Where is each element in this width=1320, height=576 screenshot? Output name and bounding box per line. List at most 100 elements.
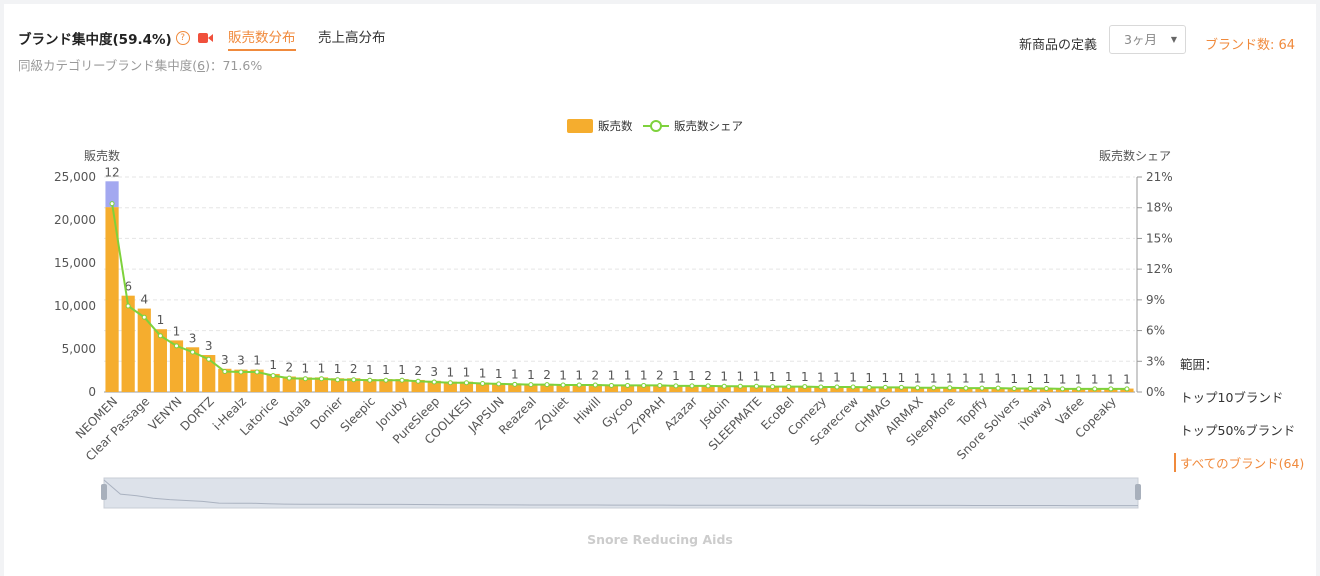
bar[interactable] (717, 385, 731, 392)
bar[interactable] (153, 329, 167, 392)
bar[interactable] (314, 377, 329, 392)
bar[interactable] (379, 379, 393, 392)
range-option-top10[interactable]: トップ10ブランド (1180, 390, 1284, 405)
share-point[interactable] (238, 369, 244, 375)
bar[interactable] (508, 383, 522, 392)
share-point[interactable] (931, 385, 937, 391)
tab-sales-volume[interactable]: 販売数分布 (228, 26, 296, 51)
share-point[interactable] (190, 349, 196, 355)
bar[interactable] (637, 384, 651, 392)
share-point[interactable] (512, 381, 518, 387)
video-icon[interactable] (197, 32, 214, 44)
bar[interactable] (218, 368, 232, 392)
share-point[interactable] (850, 384, 856, 390)
share-point[interactable] (995, 385, 1001, 391)
bar[interactable] (169, 340, 184, 392)
share-point[interactable] (544, 382, 550, 388)
bar[interactable] (540, 383, 554, 392)
share-point[interactable] (753, 383, 759, 389)
share-point[interactable] (480, 381, 486, 387)
share-point[interactable] (367, 377, 373, 383)
category-count-link[interactable]: 6 (197, 58, 206, 73)
share-point[interactable] (1060, 386, 1066, 392)
share-point[interactable] (528, 382, 534, 388)
zoom-window[interactable] (103, 477, 1139, 509)
share-point[interactable] (157, 333, 163, 339)
help-icon[interactable]: ? (175, 31, 190, 45)
share-point[interactable] (463, 380, 469, 386)
share-point[interactable] (560, 382, 566, 388)
share-point[interactable] (1043, 386, 1049, 392)
tab-sales-revenue[interactable]: 売上高分布 (318, 30, 386, 46)
share-point[interactable] (1076, 386, 1082, 392)
share-point[interactable] (270, 373, 276, 379)
bar[interactable] (443, 381, 457, 392)
bar[interactable] (749, 385, 764, 392)
share-point[interactable] (947, 385, 953, 391)
share-point[interactable] (447, 380, 453, 386)
legend-label-sales[interactable]: 販売数 (598, 119, 633, 133)
legend-label-share[interactable]: 販売数シェア (674, 119, 743, 133)
bar[interactable] (572, 384, 586, 392)
share-point[interactable] (109, 201, 115, 207)
share-point[interactable] (737, 383, 743, 389)
share-point[interactable] (705, 383, 711, 389)
share-point[interactable] (1108, 386, 1114, 392)
share-point[interactable] (721, 383, 727, 389)
share-point[interactable] (351, 377, 357, 383)
zoom-slider[interactable] (101, 477, 1141, 509)
share-point[interactable] (496, 381, 502, 387)
bar[interactable] (185, 347, 200, 392)
share-point[interactable] (141, 314, 147, 320)
zoom-handle-right[interactable] (1135, 484, 1141, 500)
bar[interactable] (137, 308, 151, 392)
share-point[interactable] (125, 303, 131, 309)
share-point[interactable] (254, 369, 260, 375)
zoom-handle-left[interactable] (101, 484, 107, 500)
share-point[interactable] (383, 377, 389, 383)
share-point[interactable] (1027, 386, 1033, 392)
bar[interactable] (411, 379, 425, 392)
bar[interactable] (733, 385, 747, 392)
bar[interactable] (685, 385, 699, 392)
bar[interactable] (298, 377, 312, 392)
share-point[interactable] (963, 385, 969, 391)
share-point[interactable] (286, 375, 292, 381)
bar[interactable] (653, 384, 667, 392)
share-point[interactable] (641, 382, 647, 388)
share-point[interactable] (915, 385, 921, 391)
share-point[interactable] (818, 384, 824, 390)
bar[interactable] (492, 382, 506, 392)
share-point[interactable] (673, 383, 679, 389)
share-point[interactable] (415, 378, 421, 384)
share-point[interactable] (979, 385, 985, 391)
bar[interactable] (330, 378, 345, 392)
bar[interactable] (234, 369, 248, 392)
share-point[interactable] (592, 382, 598, 388)
bar[interactable] (588, 384, 602, 392)
bar[interactable] (475, 382, 490, 392)
bar[interactable] (604, 384, 619, 392)
share-point[interactable] (302, 376, 308, 382)
bar[interactable] (556, 384, 570, 392)
share-point[interactable] (657, 382, 663, 388)
bar[interactable] (105, 207, 119, 392)
bar[interactable] (459, 381, 474, 392)
bar[interactable] (427, 380, 441, 392)
bar[interactable] (121, 295, 135, 392)
share-point[interactable] (173, 343, 179, 349)
share-point[interactable] (625, 382, 631, 388)
share-point[interactable] (689, 383, 695, 389)
share-point[interactable] (206, 356, 212, 362)
bar[interactable] (620, 384, 635, 392)
share-point[interactable] (431, 379, 437, 385)
bar[interactable] (701, 385, 715, 392)
share-point[interactable] (1011, 386, 1017, 392)
bar[interactable] (669, 385, 683, 392)
share-point[interactable] (608, 382, 614, 388)
share-point[interactable] (882, 384, 888, 390)
bar[interactable] (282, 376, 296, 392)
share-point[interactable] (1092, 386, 1098, 392)
share-point[interactable] (576, 382, 582, 388)
bar-new-product[interactable] (105, 181, 119, 208)
